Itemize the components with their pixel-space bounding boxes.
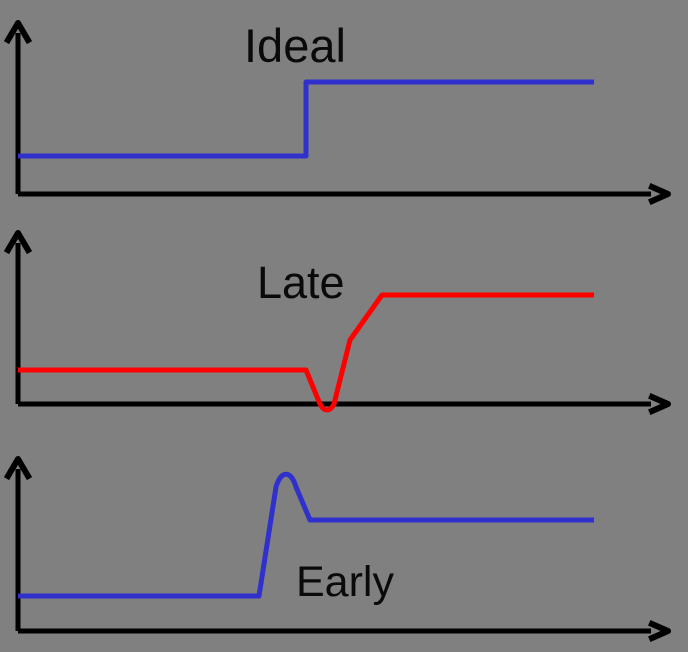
svg-text:Early: Early <box>296 558 394 606</box>
svg-text:Ideal: Ideal <box>244 19 346 72</box>
svg-text:Late: Late <box>257 257 345 308</box>
